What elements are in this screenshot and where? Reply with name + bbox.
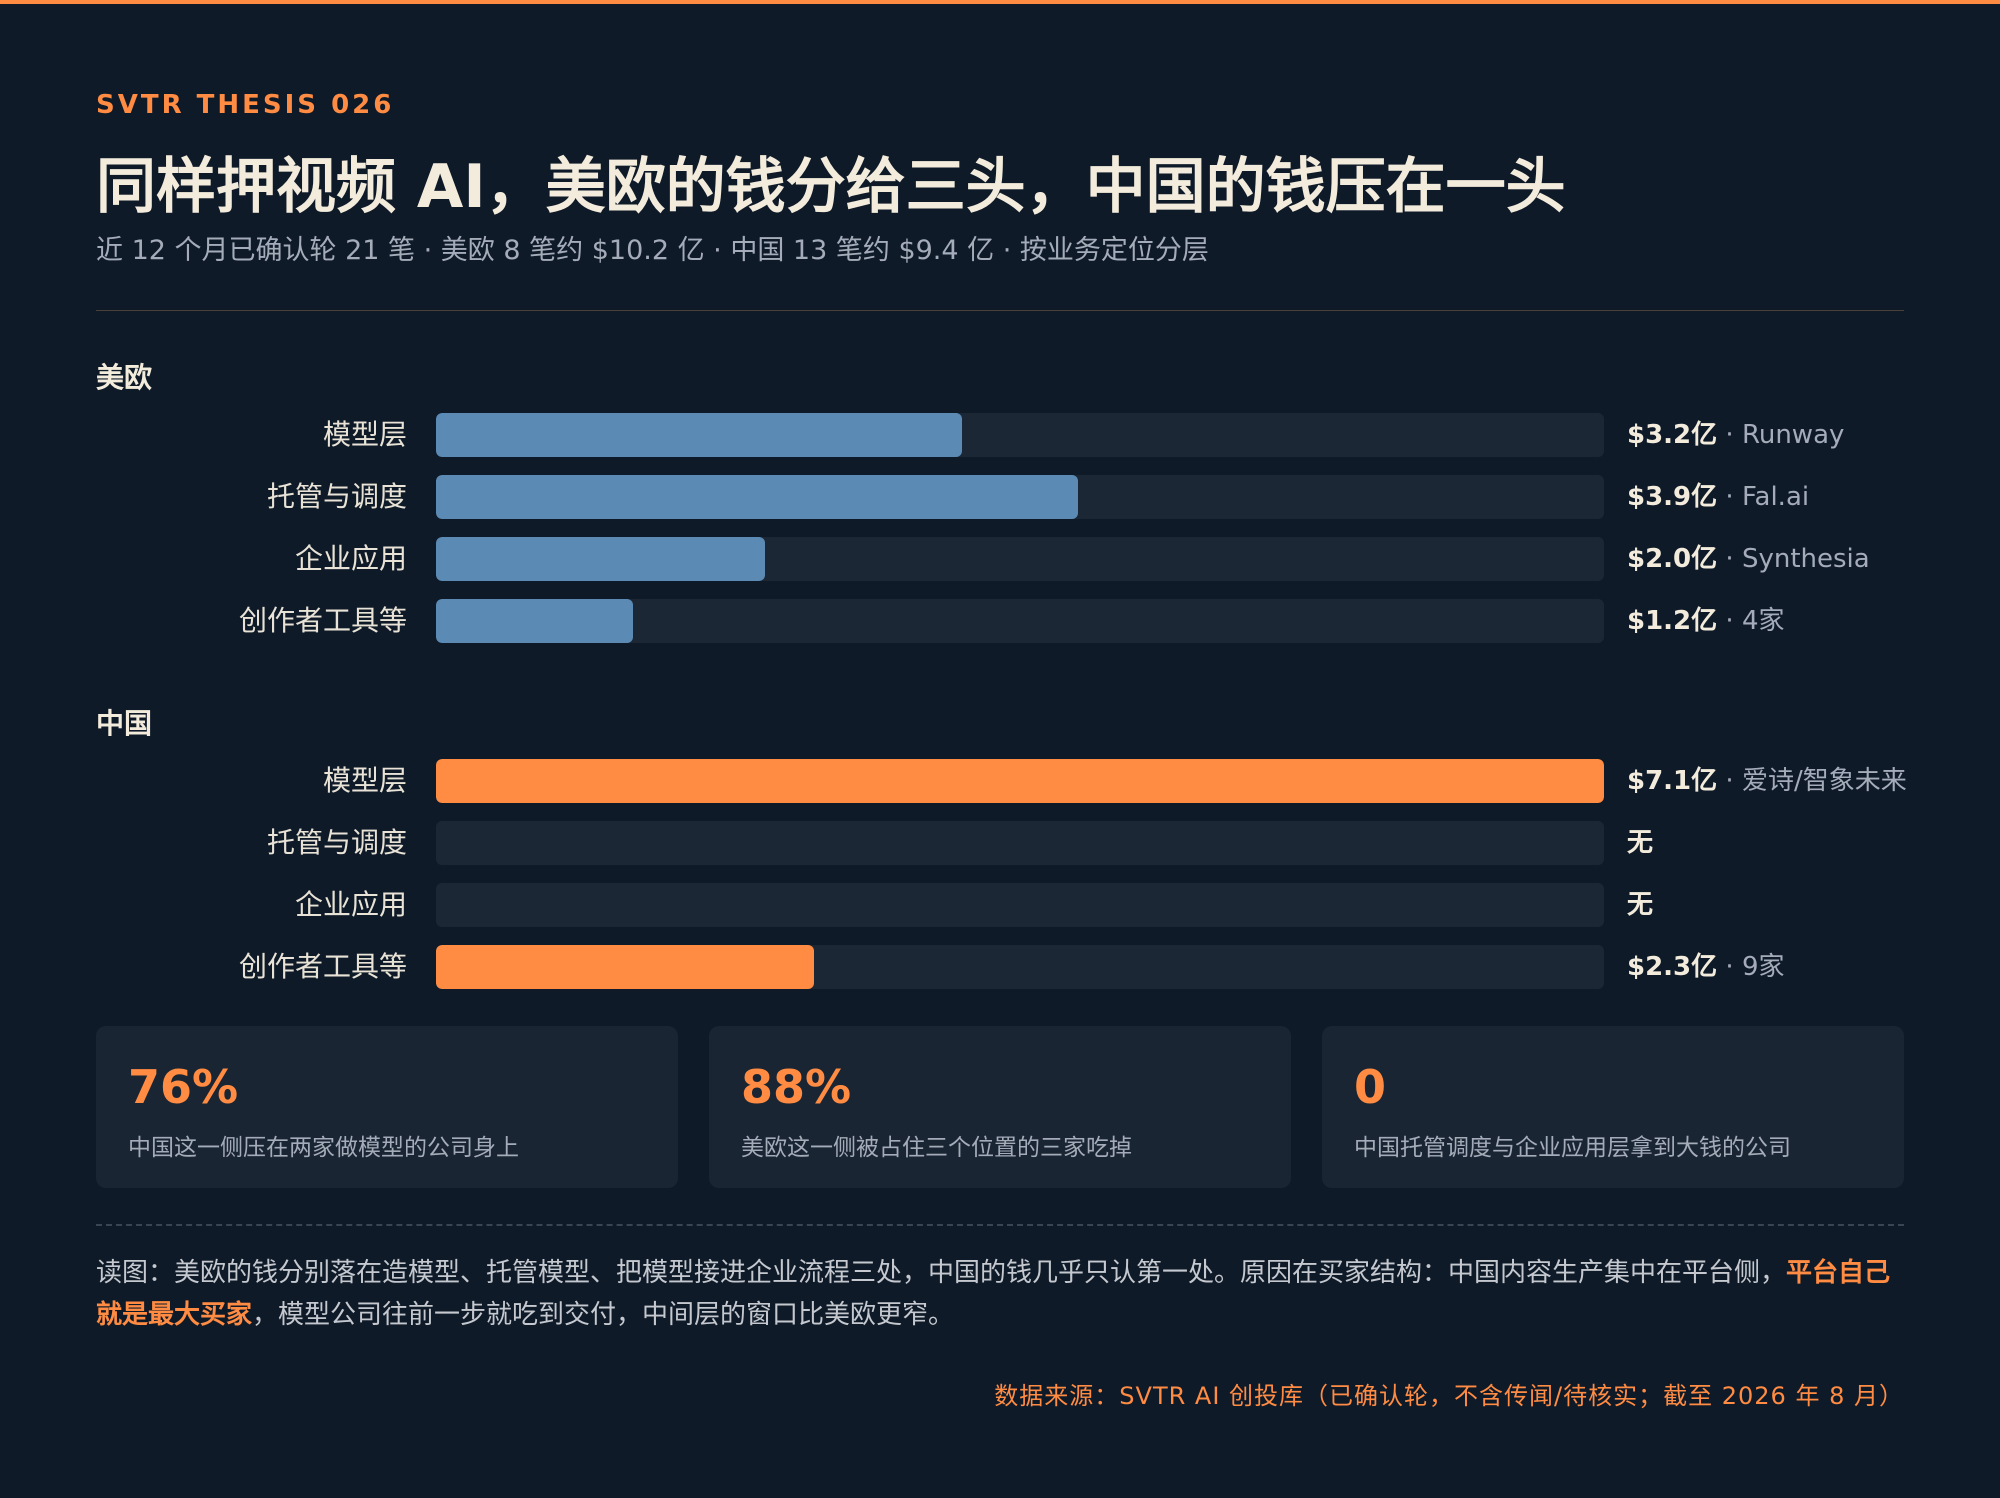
bar-category-label: 模型层	[322, 764, 407, 797]
bar-category-label: 托管与调度	[266, 480, 407, 513]
separator-dot: ·	[1717, 544, 1742, 574]
separator-dot: ·	[1717, 482, 1742, 512]
bar-row: 模型层 $3.2亿 · Runway	[96, 413, 1904, 457]
bar-amount: 无	[1627, 828, 1654, 858]
bar-amount: $2.0亿	[1627, 544, 1718, 574]
bar-row: 托管与调度 无	[96, 821, 1904, 865]
bar-track	[436, 537, 1604, 581]
reading-highlight: 平台自己就是最大买家	[96, 1258, 1891, 1330]
bar-amount: 无	[1627, 890, 1654, 920]
stat-card: 76% 中国这一侧压在两家做模型的公司身上	[96, 1026, 678, 1188]
data-source: 数据来源：SVTR AI 创投库（已确认轮，不含传闻/待核实；截至 2026 年…	[994, 1382, 1904, 1410]
bar-value-label: $2.3亿 · 9家	[1627, 945, 1785, 989]
bar	[436, 759, 1604, 803]
bar-track	[436, 599, 1604, 643]
bar-row: 创作者工具等 $1.2亿 · 4家	[96, 599, 1904, 643]
bar-note: 爱诗/智象未来	[1741, 766, 1907, 796]
separator-dot: ·	[1717, 420, 1742, 450]
page-title: 同样押视频 AI，美欧的钱分给三头，中国的钱压在一头	[96, 152, 1566, 222]
bar-track	[436, 759, 1604, 803]
bar-note: Synthesia	[1741, 544, 1870, 574]
group-title: 中国	[96, 707, 153, 740]
header-divider	[96, 310, 1904, 311]
bar-track	[436, 475, 1604, 519]
separator-dot: ·	[1717, 952, 1742, 982]
bar-track	[436, 821, 1604, 865]
bar-category-label: 托管与调度	[266, 826, 407, 859]
bar	[436, 413, 962, 457]
bar-track	[436, 413, 1604, 457]
bar-category-label: 创作者工具等	[238, 950, 407, 983]
bar-value-label: 无	[1627, 821, 1653, 865]
bar-category-label: 模型层	[322, 418, 407, 451]
stat-value: 0	[1354, 1060, 1387, 1114]
bar-value-label: 无	[1627, 883, 1653, 927]
bar-track	[436, 945, 1604, 989]
bar-amount: $7.1亿	[1627, 766, 1718, 796]
bar-amount: $3.2亿	[1627, 420, 1718, 450]
stat-card: 0 中国托管调度与企业应用层拿到大钱的公司	[1322, 1026, 1904, 1188]
bar-note: 9家	[1741, 952, 1785, 982]
bar-value-label: $7.1亿 · 爱诗/智象未来	[1627, 759, 1907, 803]
bar-row: 企业应用 无	[96, 883, 1904, 927]
bar	[436, 475, 1078, 519]
bar-category-label: 创作者工具等	[238, 604, 407, 637]
page-subtitle: 近 12 个月已确认轮 21 笔 · 美欧 8 笔约 $10.2 亿 · 中国 …	[96, 235, 1209, 266]
bar-row: 托管与调度 $3.9亿 · Fal.ai	[96, 475, 1904, 519]
bar	[436, 599, 633, 643]
series-kicker: SVTR THESIS 026	[96, 90, 395, 120]
reading-text-end: ，模型公司往前一步就吃到交付，中间层的窗口比美欧更窄。	[252, 1300, 955, 1330]
bar-note: Runway	[1741, 420, 1845, 450]
bar-amount: $2.3亿	[1627, 952, 1718, 982]
stat-value: 76%	[128, 1060, 239, 1114]
bar-value-label: $3.9亿 · Fal.ai	[1627, 475, 1809, 519]
bar-value-label: $1.2亿 · 4家	[1627, 599, 1785, 643]
bar-row: 企业应用 $2.0亿 · Synthesia	[96, 537, 1904, 581]
separator-dot: ·	[1717, 766, 1742, 796]
top-accent-rule	[0, 0, 2000, 4]
stat-description: 中国托管调度与企业应用层拿到大钱的公司	[1354, 1135, 1791, 1161]
bar-note: 4家	[1741, 606, 1785, 636]
stat-cards: 76% 中国这一侧压在两家做模型的公司身上 88% 美欧这一侧被占住三个位置的三…	[96, 1026, 1904, 1188]
stat-description: 中国这一侧压在两家做模型的公司身上	[128, 1135, 519, 1161]
bar	[436, 945, 814, 989]
reading-text: 读图：美欧的钱分别落在造模型、托管模型、把模型接进企业流程三处，中国的钱几乎只认…	[96, 1258, 1787, 1288]
bar-note: Fal.ai	[1741, 482, 1810, 512]
bar-amount: $1.2亿	[1627, 606, 1718, 636]
reading-note: 读图：美欧的钱分别落在造模型、托管模型、把模型接进企业流程三处，中国的钱几乎只认…	[96, 1252, 1904, 1336]
bar-amount: $3.9亿	[1627, 482, 1718, 512]
separator-dot: ·	[1717, 606, 1742, 636]
bar-value-label: $3.2亿 · Runway	[1627, 413, 1844, 457]
stat-value: 88%	[741, 1060, 852, 1114]
bar-row: 创作者工具等 $2.3亿 · 9家	[96, 945, 1904, 989]
bar-value-label: $2.0亿 · Synthesia	[1627, 537, 1870, 581]
stat-description: 美欧这一侧被占住三个位置的三家吃掉	[741, 1135, 1132, 1161]
bar-row: 模型层 $7.1亿 · 爱诗/智象未来	[96, 759, 1907, 803]
stat-card: 88% 美欧这一侧被占住三个位置的三家吃掉	[709, 1026, 1291, 1188]
bar-category-label: 企业应用	[294, 542, 407, 575]
group-title: 美欧	[96, 361, 153, 394]
bar-category-label: 企业应用	[294, 888, 407, 921]
bar	[436, 537, 765, 581]
dashed-divider	[96, 1224, 1904, 1226]
bar-track	[436, 883, 1604, 927]
